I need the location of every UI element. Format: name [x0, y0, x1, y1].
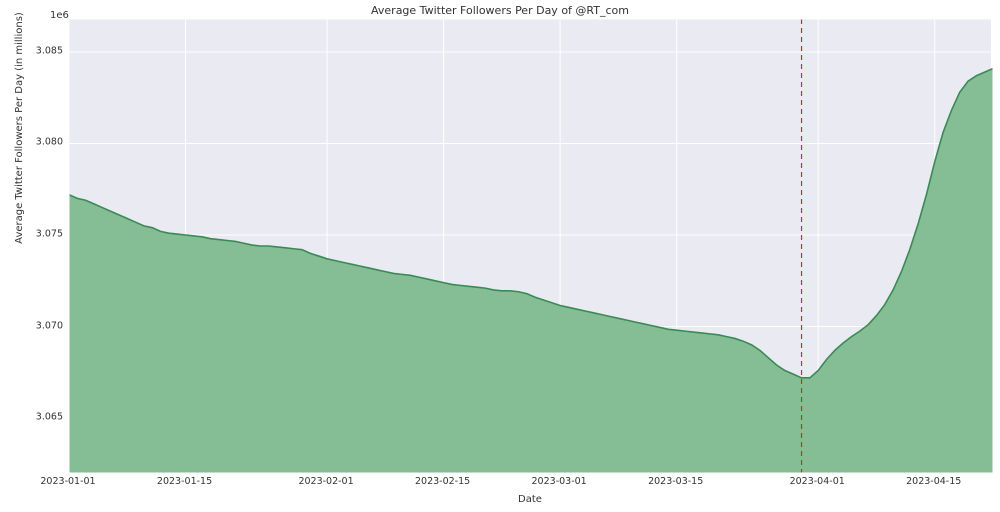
- x-tick-label: 2023-01-01: [40, 476, 95, 487]
- y-tick-label: 3.080: [36, 137, 63, 148]
- x-tick-label: 2023-01-15: [157, 476, 212, 487]
- x-tick-label: 2023-02-15: [415, 476, 470, 487]
- x-axis-label: Date: [68, 494, 992, 505]
- plot-area: [68, 18, 992, 472]
- area-fill: [69, 68, 993, 473]
- y-tick-label: 3.065: [36, 412, 63, 423]
- y-axis-exponent: 1e6: [50, 10, 69, 21]
- area-chart-svg: [69, 19, 993, 473]
- y-axis-label: Average Twitter Followers Per Day (in mi…: [14, 0, 25, 355]
- x-tick-label: 2023-02-01: [298, 476, 353, 487]
- chart-title: Average Twitter Followers Per Day of @RT…: [0, 4, 1000, 17]
- x-tick-label: 2023-03-15: [648, 476, 703, 487]
- x-tick-label: 2023-04-01: [790, 476, 845, 487]
- y-tick-label: 3.070: [36, 320, 63, 331]
- x-tick-label: 2023-03-01: [532, 476, 587, 487]
- figure: Average Twitter Followers Per Day of @RT…: [0, 0, 1000, 512]
- x-tick-label: 2023-04-15: [906, 476, 961, 487]
- y-tick-label: 3.085: [36, 45, 63, 56]
- y-tick-label: 3.075: [36, 229, 63, 240]
